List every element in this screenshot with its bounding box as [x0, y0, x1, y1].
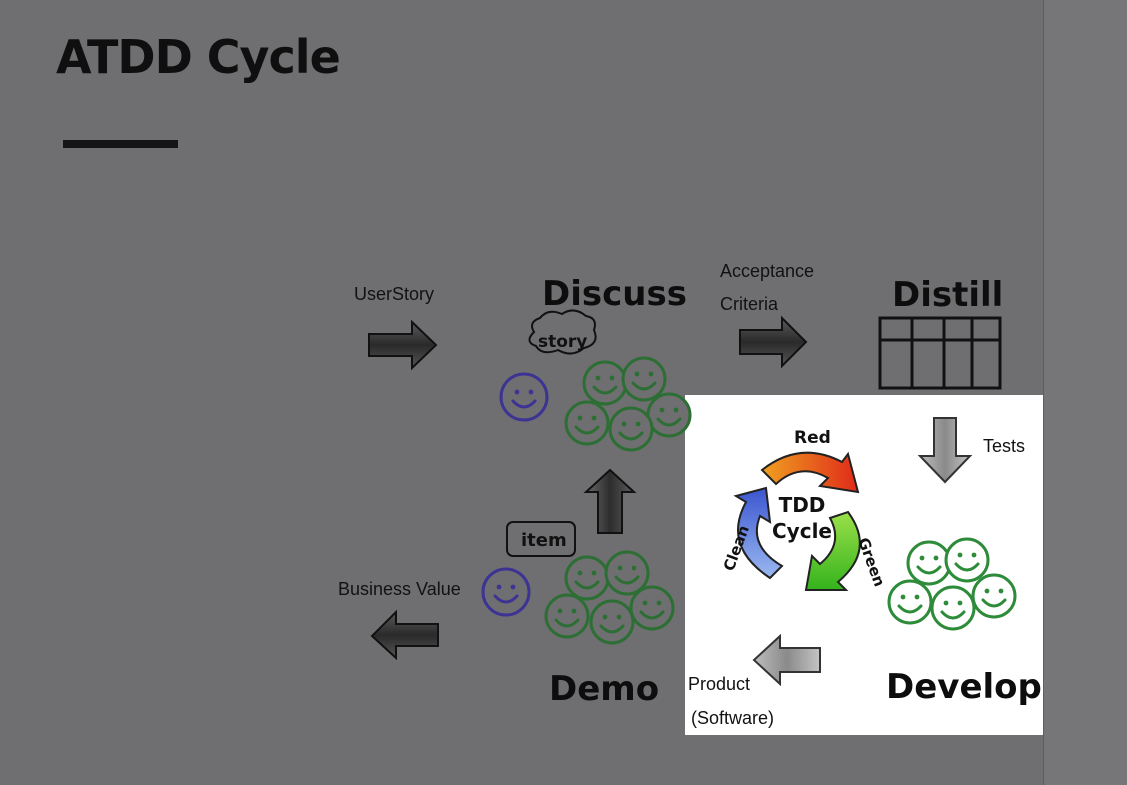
- customer-smiley-icon: [499, 372, 549, 422]
- slide-title: ATDD Cycle: [56, 30, 341, 84]
- item-bubble: [506, 521, 576, 557]
- acceptance-criteria-label-line1: Acceptance: [720, 261, 814, 281]
- develop-stage-title: Develop: [886, 667, 1042, 707]
- team-smileys-icon: [564, 356, 692, 452]
- business-value-label: Business Value: [338, 579, 461, 599]
- business-value-arrow: [370, 609, 439, 661]
- red-label: Red: [794, 428, 831, 448]
- title-underline: [63, 140, 178, 148]
- story-bubble: [528, 309, 597, 355]
- demo-stage-title: Demo: [549, 669, 659, 709]
- story-bubble-label: story: [538, 332, 587, 352]
- tests-label: Tests: [983, 436, 1025, 456]
- user-story-label: UserStory: [354, 284, 434, 304]
- acceptance-test-table-icon: [878, 316, 1002, 390]
- item-bubble-label: item: [521, 530, 567, 551]
- tests-arrow: [917, 417, 973, 484]
- tdd-center-line1: TDD: [779, 493, 826, 517]
- developer-smileys-icon: [887, 537, 1017, 631]
- acceptance-criteria-arrow: [739, 315, 808, 369]
- stakeholder-smiley-icon: [481, 567, 531, 617]
- green-label: Green: [854, 535, 888, 589]
- product-label-line2: (Software): [691, 708, 774, 728]
- demo-team-smileys-icon: [544, 550, 675, 645]
- discuss-stage-title: Discuss: [542, 274, 687, 314]
- product-arrow: [752, 633, 821, 687]
- demo-to-discuss-arrow: [583, 468, 637, 534]
- tdd-center-line2: Cycle: [772, 519, 832, 543]
- side-strip: [1043, 0, 1127, 785]
- red-arrow: [760, 451, 860, 494]
- clean-arrow: [733, 486, 784, 580]
- acceptance-criteria-label-line2: Criteria: [720, 294, 779, 314]
- product-label-line1: Product: [688, 674, 750, 694]
- green-arrow: [804, 510, 861, 591]
- user-story-arrow: [368, 319, 438, 371]
- distill-stage-title: Distill: [892, 275, 1003, 315]
- tdd-cycle: Red Green Clean TDD Cycle: [720, 428, 889, 591]
